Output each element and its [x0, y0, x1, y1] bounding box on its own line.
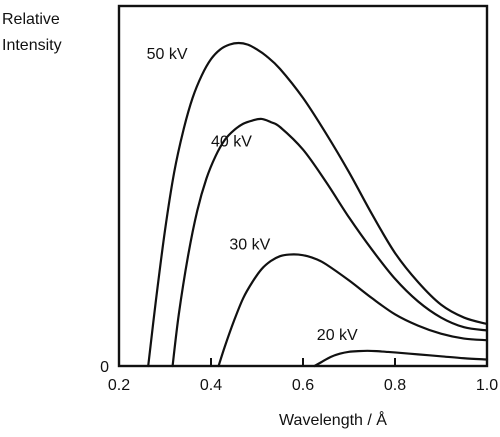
labels-group: 50 kV 40 kV 30 kV 20 kV — [147, 46, 358, 344]
y-axis-label-line-1: Relative — [2, 11, 60, 28]
curves-group — [147, 41, 489, 368]
series-label-20-kv: 20 kV — [317, 327, 358, 344]
x-tick-label: 0.6 — [292, 377, 314, 394]
x-axis-label: Wavelength / Å — [279, 410, 387, 429]
x-tick-label: 0.4 — [200, 377, 222, 394]
x-tick-label: 0.2 — [108, 377, 130, 394]
series-line-50-kv — [147, 41, 489, 368]
series-line-30-kv — [217, 253, 489, 368]
x-tick-label: 0.8 — [384, 377, 406, 394]
x-tick-label: 1.0 — [476, 377, 498, 394]
y-tick-label: 0 — [100, 359, 109, 376]
y-axis-label-line-2: Intensity — [2, 37, 62, 54]
series-label-30-kv: 30 kV — [229, 237, 270, 254]
series-label-50-kv: 50 kV — [147, 46, 188, 63]
series-label-40-kv: 40 kV — [211, 133, 252, 150]
series-line-40-kv — [171, 117, 489, 368]
plot-frame-group: 0.2 0.4 0.6 0.8 1.0 0 — [100, 4, 498, 394]
series-line-20-kv — [313, 349, 489, 368]
